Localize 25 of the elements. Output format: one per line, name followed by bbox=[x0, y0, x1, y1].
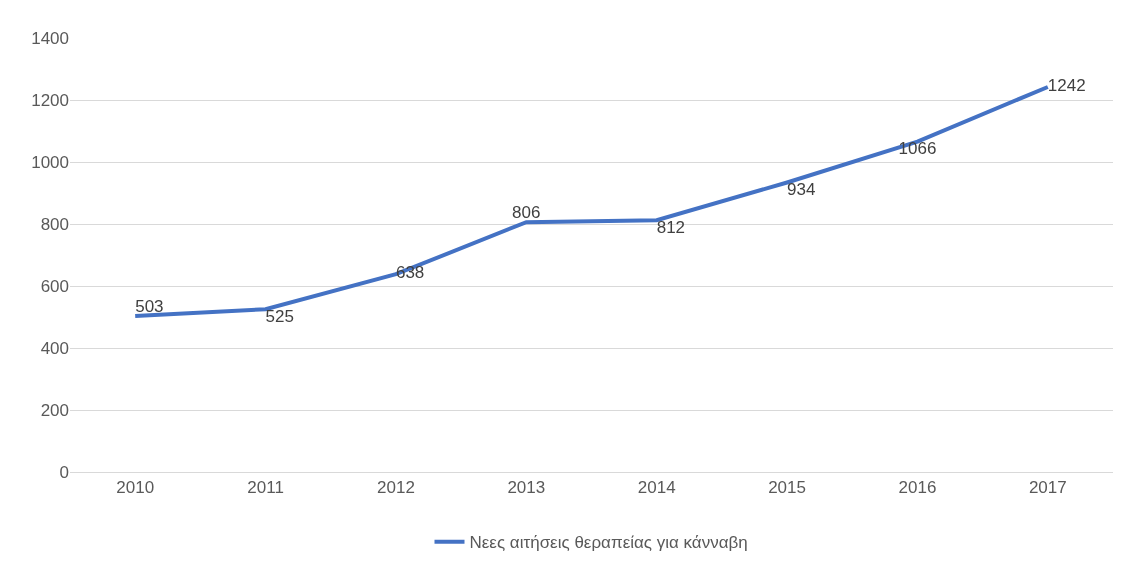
y-tick-label: 800 bbox=[40, 214, 69, 234]
y-tick-label: 0 bbox=[59, 462, 69, 482]
y-tick-label: 1400 bbox=[31, 28, 69, 48]
data-label: 812 bbox=[656, 218, 686, 238]
x-tick-label: 2015 bbox=[768, 478, 806, 498]
x-tick-label: 2014 bbox=[637, 478, 676, 498]
x-tick-label: 2010 bbox=[116, 478, 155, 498]
x-tick-label: 2017 bbox=[1028, 478, 1067, 498]
data-label: 934 bbox=[787, 180, 816, 200]
y-tick-label: 600 bbox=[40, 276, 69, 296]
y-tick-label: 1200 bbox=[31, 90, 69, 110]
x-tick-label: 2016 bbox=[898, 478, 937, 498]
data-label: 525 bbox=[265, 307, 294, 326]
x-tick-label: 2013 bbox=[507, 478, 546, 498]
x-tick-label: 2011 bbox=[247, 478, 284, 498]
x-tick-label: 2012 bbox=[377, 478, 415, 498]
y-tick-label: 200 bbox=[40, 400, 69, 420]
data-label: 1242 bbox=[1047, 76, 1086, 96]
y-tick-label: 1000 bbox=[31, 152, 69, 172]
data-label: 806 bbox=[512, 202, 541, 222]
legend-label: Νεες αιτήσεις θεραπείας για κάνναβη bbox=[469, 533, 748, 553]
y-tick-label: 400 bbox=[40, 338, 69, 358]
data-label: 503 bbox=[135, 296, 164, 316]
data-label: 638 bbox=[395, 263, 425, 283]
data-label: 1066 bbox=[898, 139, 937, 159]
